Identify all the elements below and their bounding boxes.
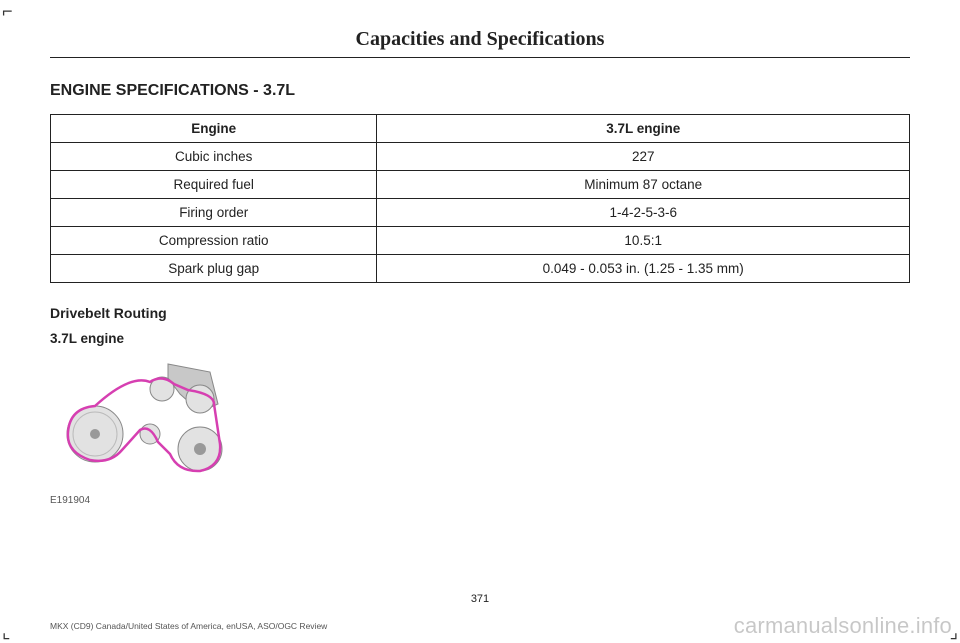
drivebelt-heading: Drivebelt Routing bbox=[50, 305, 910, 321]
chapter-rule bbox=[50, 57, 910, 58]
chapter-title: Capacities and Specifications bbox=[50, 28, 910, 51]
section-title: ENGINE SPECIFICATIONS - 3.7L bbox=[50, 82, 910, 100]
crop-mark-bl: ⌞ bbox=[2, 623, 10, 641]
spec-name: Required fuel bbox=[51, 171, 377, 199]
table-row: Compression ratio 10.5:1 bbox=[51, 227, 910, 255]
spec-value: 1-4-2-5-3-6 bbox=[377, 199, 910, 227]
footer-text: MKX (CD9) Canada/United States of Americ… bbox=[50, 621, 327, 631]
crop-mark-tl: ⌐ bbox=[2, 2, 13, 20]
table-row: Firing order 1-4-2-5-3-6 bbox=[51, 199, 910, 227]
col-header-engine: Engine bbox=[51, 115, 377, 143]
spec-name: Firing order bbox=[51, 199, 377, 227]
pulley-lower-right-hub bbox=[194, 443, 206, 455]
spec-value: 227 bbox=[377, 143, 910, 171]
pulley-large-hub bbox=[90, 429, 100, 439]
page-number: 371 bbox=[0, 593, 960, 605]
spec-value: Minimum 87 octane bbox=[377, 171, 910, 199]
spec-name: Spark plug gap bbox=[51, 255, 377, 283]
spec-name: Cubic inches bbox=[51, 143, 377, 171]
spec-value: 10.5:1 bbox=[377, 227, 910, 255]
page-body: Capacities and Specifications ENGINE SPE… bbox=[0, 0, 960, 506]
drivebelt-subheading: 3.7L engine bbox=[50, 331, 910, 346]
spec-name: Compression ratio bbox=[51, 227, 377, 255]
spec-value: 0.049 - 0.053 in. (1.25 - 1.35 mm) bbox=[377, 255, 910, 283]
drivebelt-svg bbox=[50, 354, 250, 484]
table-row: Cubic inches 227 bbox=[51, 143, 910, 171]
figure-label: E191904 bbox=[50, 495, 250, 506]
watermark: carmanualsonline.info bbox=[734, 613, 952, 639]
table-header-row: Engine 3.7L engine bbox=[51, 115, 910, 143]
engine-spec-table: Engine 3.7L engine Cubic inches 227 Requ… bbox=[50, 114, 910, 283]
table-row: Required fuel Minimum 87 octane bbox=[51, 171, 910, 199]
col-header-value: 3.7L engine bbox=[377, 115, 910, 143]
table-row: Spark plug gap 0.049 - 0.053 in. (1.25 -… bbox=[51, 255, 910, 283]
drivebelt-figure: E191904 bbox=[50, 354, 250, 506]
